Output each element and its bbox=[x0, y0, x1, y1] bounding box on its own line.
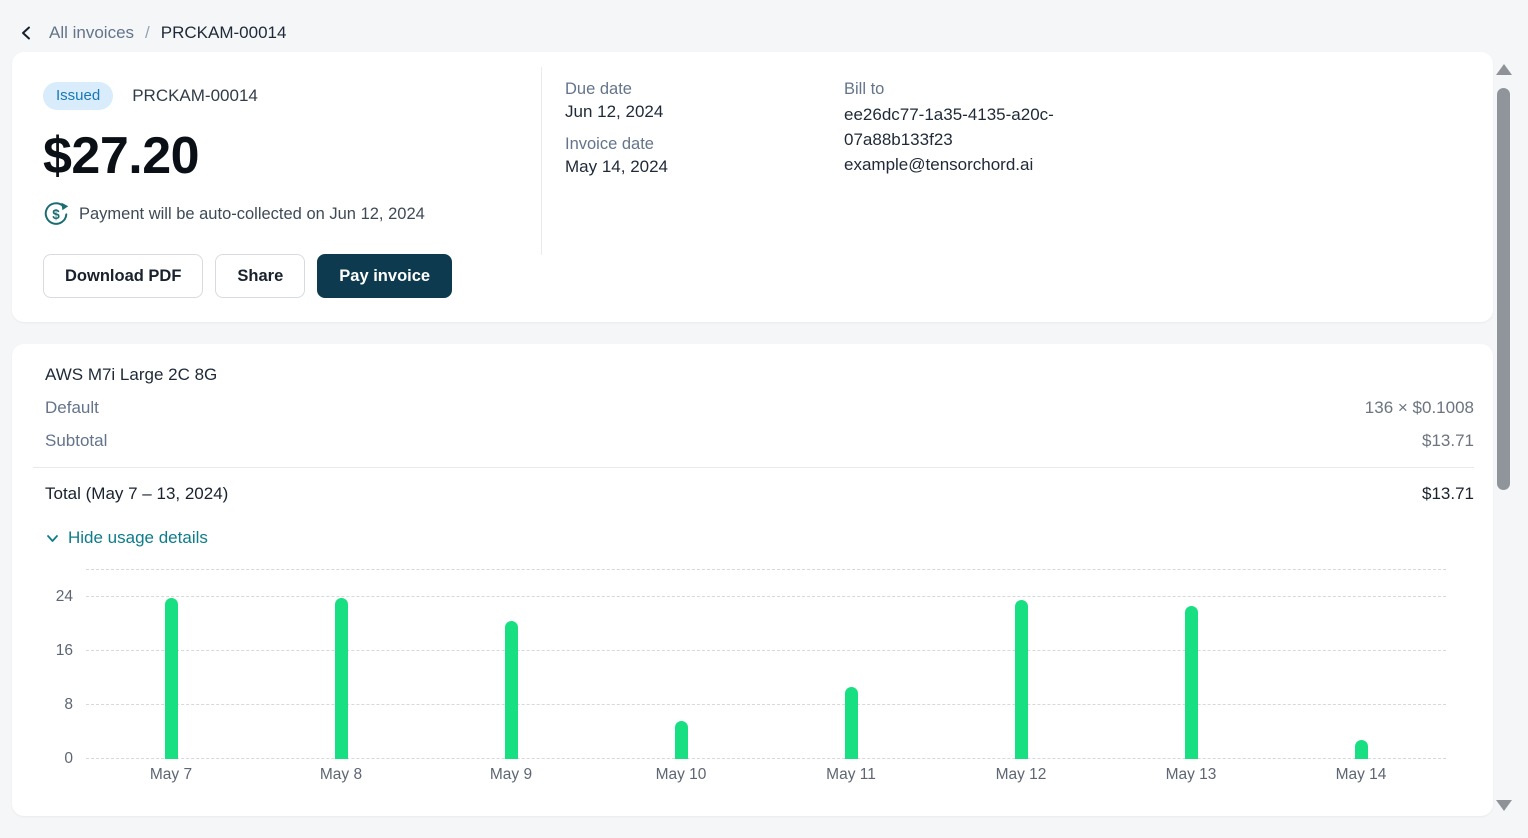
breadcrumb-separator: / bbox=[145, 22, 150, 42]
chart-gridline bbox=[86, 704, 1446, 705]
chart-y-tick-label: 0 bbox=[64, 750, 73, 767]
line-items-card: AWS M7i Large 2C 8G Default 136 × $0.100… bbox=[12, 344, 1493, 816]
chevron-down-icon bbox=[45, 531, 60, 546]
dollar-refresh-icon: $ bbox=[43, 201, 69, 227]
due-date-label: Due date bbox=[565, 80, 632, 98]
scroll-thumb[interactable] bbox=[1497, 88, 1510, 490]
chart-gridline bbox=[86, 569, 1446, 570]
chart-bar[interactable] bbox=[504, 620, 518, 759]
invoice-summary-left: Issued PRCKAM-00014 $27.20 $ Payment wil… bbox=[12, 52, 541, 322]
bill-to-email: example@tensorchord.ai bbox=[844, 155, 1034, 174]
svg-text:$: $ bbox=[52, 207, 60, 222]
usage-toggle-label: Hide usage details bbox=[68, 528, 208, 547]
total-value: $13.71 bbox=[1422, 484, 1474, 503]
chart-bar[interactable] bbox=[674, 721, 688, 759]
chart-x-tick-label: May 14 bbox=[1335, 766, 1387, 783]
breadcrumb-current: PRCKAM-00014 bbox=[160, 22, 287, 42]
chart-bar[interactable] bbox=[1014, 599, 1028, 759]
line-item-value: 136 × $0.1008 bbox=[1364, 398, 1474, 417]
total-label: Total (May 7 – 13, 2024) bbox=[45, 484, 229, 503]
invoice-date-label: Invoice date bbox=[565, 135, 654, 153]
invoice-amount: $27.20 bbox=[43, 127, 200, 185]
chart-y-axis: 0 8 16 24 bbox=[33, 570, 86, 767]
chart-bar[interactable] bbox=[1354, 740, 1368, 759]
chart-y-tick-label: 24 bbox=[55, 588, 73, 605]
pay-invoice-button[interactable]: Pay invoice bbox=[317, 254, 453, 298]
chart-x-tick-label: May 9 bbox=[489, 766, 533, 783]
invoice-number: PRCKAM-00014 bbox=[132, 86, 258, 105]
chart-gridline bbox=[86, 596, 1446, 597]
chart-bar[interactable] bbox=[164, 597, 178, 759]
auto-collect-note: Payment will be auto-collected on Jun 12… bbox=[79, 204, 425, 223]
chevron-left-icon bbox=[18, 24, 36, 42]
chart-bar[interactable] bbox=[1184, 606, 1198, 759]
chart-x-tick-label: May 12 bbox=[995, 766, 1047, 783]
chart-bar[interactable] bbox=[844, 686, 858, 759]
line-item-label: Default bbox=[45, 398, 99, 417]
line-item-label: Subtotal bbox=[45, 431, 108, 450]
line-item-row: Subtotal $13.71 bbox=[33, 431, 1474, 451]
triangle-up-icon scroll-up-button[interactable] bbox=[1496, 64, 1512, 75]
invoice-date-value: May 14, 2024 bbox=[565, 157, 669, 176]
chart-y-tick-label: 8 bbox=[64, 696, 73, 713]
total-divider bbox=[33, 467, 1474, 468]
invoice-dates-column: Due date Jun 12, 2024 Invoice date May 1… bbox=[542, 52, 844, 322]
usage-chart: 0 8 16 24 May 7 May 8 May 9 May 10 May 11 May 12… bbox=[33, 569, 1446, 784]
back-button[interactable] bbox=[16, 22, 38, 44]
hide-usage-details-toggle[interactable]: Hide usage details bbox=[33, 528, 208, 548]
chart-x-tick-label: May 8 bbox=[319, 766, 363, 783]
status-badge: Issued bbox=[43, 82, 114, 110]
due-date-value: Jun 12, 2024 bbox=[565, 102, 664, 121]
chart-x-tick-label: May 10 bbox=[655, 766, 707, 783]
triangle-down-icon scroll-down-button[interactable] bbox=[1496, 800, 1512, 811]
chart-bar[interactable] bbox=[334, 597, 348, 759]
chart-gridline bbox=[86, 650, 1446, 651]
line-item-row: Default 136 × $0.1008 bbox=[33, 398, 1474, 418]
chart-gridline bbox=[86, 758, 1446, 759]
chart-x-axis: May 7 May 8 May 9 May 10 May 11 May 12 May 13 M… bbox=[86, 766, 1446, 784]
vertical-divider bbox=[541, 67, 542, 255]
breadcrumb: All invoices / PRCKAM-00014 bbox=[0, 0, 1528, 52]
product-name: AWS M7i Large 2C 8G bbox=[45, 365, 218, 384]
chart-x-tick-label: May 7 bbox=[149, 766, 193, 783]
line-item-value: $13.71 bbox=[1422, 431, 1474, 450]
chart-y-tick-label: 16 bbox=[55, 642, 73, 659]
total-row: Total (May 7 – 13, 2024) $13.71 bbox=[33, 484, 1474, 504]
invoice-summary-card: Issued PRCKAM-00014 $27.20 $ Payment wil… bbox=[12, 52, 1493, 322]
chart-x-tick-label: May 11 bbox=[826, 766, 876, 783]
bill-to-column: Bill to ee26dc77-1a35-4135-a20c-07a88b13… bbox=[844, 52, 1134, 322]
download-pdf-button[interactable]: Download PDF bbox=[43, 254, 204, 298]
chart-plot bbox=[86, 569, 1446, 759]
chart-x-tick-label: May 13 bbox=[1165, 766, 1217, 783]
share-button[interactable]: Share bbox=[215, 254, 306, 298]
breadcrumb-all-invoices[interactable]: All invoices bbox=[49, 22, 135, 42]
bill-to-id: ee26dc77-1a35-4135-a20c-07a88b133f23 bbox=[844, 105, 1054, 149]
bill-to-label: Bill to bbox=[844, 80, 885, 98]
